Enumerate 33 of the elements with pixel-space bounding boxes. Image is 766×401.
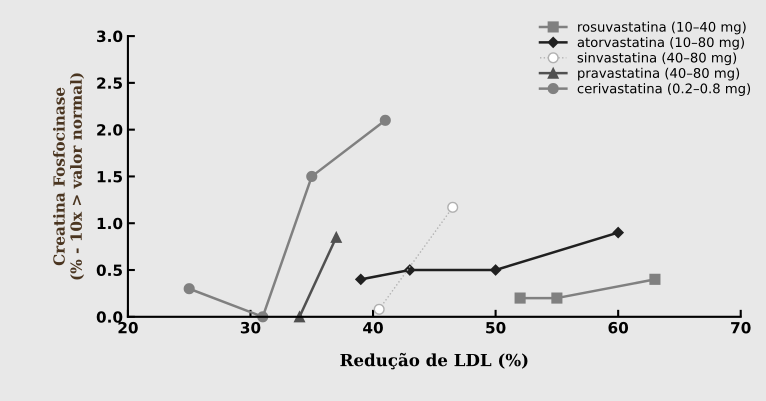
y-tick-label: 2.0 [97,124,122,136]
point [649,274,660,285]
legend-label: pravastatina (40–80 mg) [578,68,740,81]
x-tick-label: 20 [118,322,138,334]
point [612,226,624,238]
point [514,292,526,304]
point [330,232,342,243]
x-tick-label: 60 [608,322,628,334]
x-tick-label: 70 [731,322,751,334]
point [306,170,318,182]
point [380,114,391,126]
point [490,264,502,276]
x-tick-label: 40 [363,322,383,334]
x-axis-title: Redução de LDL (%) [340,352,528,370]
point [355,274,366,285]
point [551,292,562,304]
point [404,264,416,276]
y-tick-label: 1.5 [98,171,122,182]
y-tick-label: 0.5 [96,264,122,276]
y-axis-title: Creatina Fosfocinase (% - 10x > valor normal) [52,73,84,280]
point [374,304,385,315]
y-tick-label: 2.5 [97,77,122,89]
x-tick-label: 50 [486,322,506,334]
legend-label: rosuvastatina (10–40 mg) [578,22,746,34]
x-tick-label: 30 [240,322,260,334]
legend-label: atorvastatina (10–80 mg) [578,36,744,50]
legend-label: cerivastatina (0.2–0.8 mg) [578,83,750,96]
y-tick-label: 3.0 [97,30,122,42]
point [184,283,195,294]
point [447,202,458,213]
y-tick-label: 0.0 [96,311,122,323]
legend-label: sinvastatina (40–80 mg) [578,52,736,66]
y-tick-label: 1.0 [98,218,122,230]
